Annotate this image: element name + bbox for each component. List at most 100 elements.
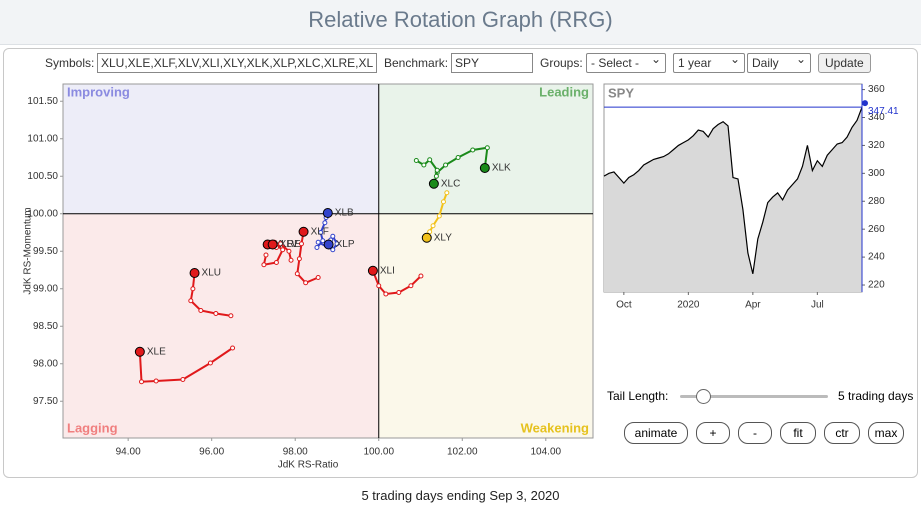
y-tick-label: 260: [868, 224, 885, 235]
period-select[interactable]: 1 year: [673, 50, 745, 73]
tail-point: [436, 213, 442, 219]
x-tick-label: 98.00: [283, 447, 308, 458]
tail-point: [315, 275, 321, 280]
tail-point: [334, 241, 340, 247]
series-label: XLC: [441, 178, 460, 189]
benchmark-label: Benchmark:: [384, 56, 449, 70]
tail-line: [138, 347, 234, 383]
tail-point: [408, 283, 414, 289]
groups-label: Groups:: [540, 56, 583, 70]
quadrant-label: Lagging: [67, 420, 118, 435]
tail-point: [484, 145, 490, 151]
tail-point: [440, 199, 446, 205]
tail-point: [396, 290, 402, 295]
x-tick-label: Apr: [745, 300, 761, 311]
view-button[interactable]: animate: [624, 422, 688, 444]
view-button[interactable]: ctr: [824, 422, 860, 444]
y-tick-label: 300: [868, 168, 885, 179]
x-axis-title: JdK RS-Ratio: [278, 460, 339, 471]
tail-point: [190, 286, 196, 292]
y-tick-label: 101.00: [27, 133, 58, 144]
head-point: [134, 346, 145, 357]
tail-point: [430, 223, 436, 229]
x-tick-label: 94.00: [116, 447, 141, 458]
tail-point: [180, 377, 186, 382]
tail-point: [470, 147, 476, 153]
price-line: [603, 106, 863, 274]
tail-point: [455, 155, 461, 160]
head-point: [421, 232, 432, 243]
y-tick-label: 220: [868, 280, 885, 291]
quadrant-label: Leading: [539, 84, 589, 99]
x-tick-label: 104.00: [531, 447, 562, 458]
y-tick-label: 98.50: [33, 321, 58, 332]
x-tick-label: Jul: [811, 300, 824, 311]
toolbar: Symbols: XLU,XLE,XLF,XLV,XLI,XLY,XLK,XLP…: [0, 50, 921, 73]
head-point: [323, 239, 334, 250]
tail-point: [330, 247, 336, 253]
x-tick-label: 102.00: [447, 447, 478, 458]
view-button[interactable]: fit: [780, 422, 816, 444]
tail-point: [286, 248, 292, 254]
tail-point: [421, 162, 427, 168]
tail-slider[interactable]: [680, 395, 828, 398]
tail-point: [198, 308, 204, 313]
tail-point: [322, 220, 328, 226]
tail-point: [443, 162, 449, 168]
tail-point: [444, 190, 450, 196]
groups-select[interactable]: - Select -: [586, 50, 666, 73]
quadrant: [63, 84, 379, 214]
view-button[interactable]: -: [738, 422, 772, 444]
quadrant: [63, 213, 379, 438]
tail-point: [230, 345, 236, 351]
tail-point: [261, 262, 267, 268]
quadrant-label: Weakening: [521, 420, 589, 435]
tail-point: [427, 157, 433, 163]
tail-point: [263, 252, 269, 258]
interval-select[interactable]: Daily: [747, 50, 811, 73]
tail-point: [315, 239, 321, 245]
tail-slider-thumb[interactable]: [696, 389, 711, 404]
page-title: Relative Rotation Graph (RRG): [308, 7, 613, 32]
tail-point: [153, 378, 159, 384]
symbols-input[interactable]: XLU,XLE,XLF,XLV,XLI,XLY,XLK,XLP,XLC,XLRE…: [97, 53, 377, 73]
quadrant: [378, 213, 593, 438]
y-tick-label: 340: [868, 112, 885, 123]
panel: [3, 48, 918, 478]
tail-point: [434, 167, 440, 173]
series-label: XLF: [311, 226, 329, 237]
y-tick-label: 101.50: [27, 96, 58, 107]
y-tick-label: 280: [868, 196, 885, 207]
x-tick-label: 100.00: [363, 447, 394, 458]
tail-point: [296, 256, 302, 262]
symbols-label: Symbols:: [45, 56, 95, 70]
tail-point: [376, 283, 382, 289]
tail-point: [330, 233, 336, 239]
tail-length-label: Tail Length:: [607, 389, 669, 403]
view-button[interactable]: max: [868, 422, 904, 444]
view-button[interactable]: +: [696, 422, 730, 444]
benchmark-input[interactable]: SPY: [451, 53, 533, 73]
tail-point: [273, 260, 279, 265]
series-label: XLRE: [275, 239, 301, 250]
series-label: XLV: [280, 239, 298, 250]
head-point: [367, 265, 378, 276]
tail-point: [207, 360, 213, 366]
footer: 5 trading days ending Sep 3, 2020: [361, 488, 560, 503]
quadrant-label: Improving: [67, 84, 130, 99]
x-tick-label: 96.00: [199, 447, 224, 458]
tail-line: [189, 272, 232, 317]
update-button[interactable]: Update: [818, 53, 871, 73]
tail-point: [320, 238, 326, 244]
head-point: [428, 178, 439, 189]
tail-point: [139, 379, 145, 385]
y-tick-label: 100.00: [27, 208, 58, 219]
last-price-label: 347.41: [868, 106, 899, 117]
y-tick-label: 240: [868, 252, 885, 263]
series-label: XLU: [202, 268, 221, 279]
x-tick-label: 2020: [677, 300, 700, 311]
head-point: [189, 268, 200, 278]
head-point: [298, 226, 309, 237]
